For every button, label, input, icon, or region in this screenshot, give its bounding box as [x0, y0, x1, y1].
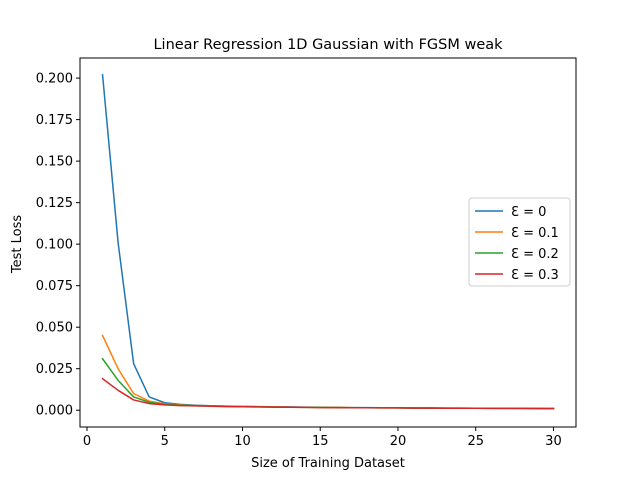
chart-title: Linear Regression 1D Gaussian with FGSM … — [153, 37, 503, 53]
y-tick-label: 0.175 — [36, 113, 73, 128]
y-tick-label: 0.100 — [36, 238, 73, 253]
x-tick-label: 25 — [467, 434, 484, 449]
x-tick-label: 5 — [161, 434, 169, 449]
legend-label: Ɛ = 0.1 — [511, 226, 559, 241]
legend-label: Ɛ = 0.2 — [511, 247, 559, 262]
x-tick-label: 15 — [312, 434, 329, 449]
y-tick-label: 0.150 — [36, 155, 73, 170]
legend-box — [468, 197, 571, 287]
y-axis-label: Test Loss — [10, 215, 25, 274]
legend-label: Ɛ = 0.3 — [511, 268, 559, 283]
x-tick-label: 30 — [545, 434, 562, 449]
y-tick-label: 0.050 — [36, 321, 73, 336]
x-tick-label: 20 — [390, 434, 407, 449]
y-tick-label: 0.200 — [36, 72, 73, 87]
y-tick-label: 0.000 — [36, 404, 73, 419]
axes-frame — [79, 57, 577, 428]
x-tick-label: 0 — [83, 434, 91, 449]
legend-label: Ɛ = 0 — [511, 205, 546, 220]
x-axis-label: Size of Training Dataset — [251, 456, 405, 471]
series-line-3 — [101, 377, 555, 410]
x-tick-label: 10 — [234, 434, 251, 449]
plot-area: 0 5 10 15 20 25 30 0.000 0.025 0.050 0.075 0.100 0.1… — [36, 57, 577, 449]
y-tick-label: 0.075 — [36, 279, 73, 294]
y-tick-label: 0.025 — [36, 362, 73, 377]
y-tick-label: 0.125 — [36, 196, 73, 211]
